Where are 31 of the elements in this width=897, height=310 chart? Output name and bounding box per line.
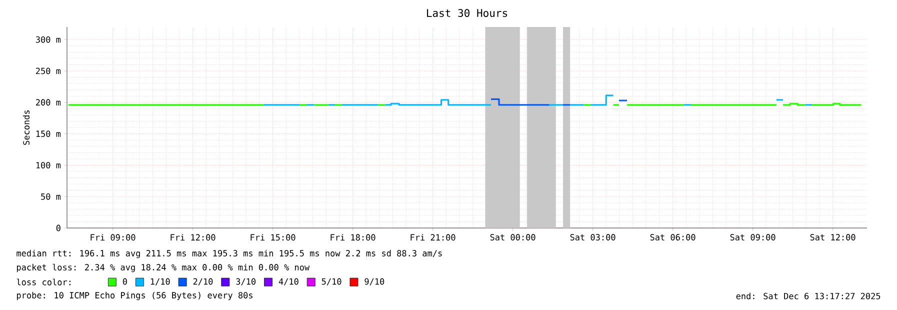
x-tick-label: Fri 12:00 <box>170 234 216 241</box>
x-tick-label: Sat 03:00 <box>570 234 616 240</box>
x-tick-label: Sat 06:00 <box>650 234 696 240</box>
legend-label: 3/10 <box>236 278 256 286</box>
legend-title: loss color: <box>16 278 70 286</box>
legend-label: 0 <box>122 278 127 285</box>
x-tick-label: Sat 00:00 <box>490 234 536 240</box>
x-tick-label: Fri 21:00 <box>410 234 456 241</box>
x-tick-label: Fri 18:00 <box>330 234 376 241</box>
y-tick-label: 150 m <box>36 130 61 137</box>
y-tick-label: 300 m <box>36 36 61 43</box>
y-tick-label: 100 m <box>36 162 61 168</box>
text: probe: 10 ICMP Echo Pings (56 Bytes) every 80s <box>16 292 252 300</box>
y-tick-label: 250 m <box>36 68 61 74</box>
y-tick-label: 50 m <box>41 193 61 200</box>
x-tick-label: Fri 15:00 <box>250 234 296 241</box>
text: median rtt: 196.1 ms avg 211.5 ms max 195.3 ms min 195.5 ms now 2.2 ms sd 88.3 am/s <box>16 250 442 258</box>
y-axis-title: Seconds <box>22 110 30 145</box>
legend-label: 5/10 <box>322 278 342 286</box>
legend-label: 9/10 <box>364 278 384 286</box>
y-tick-label: 200 m <box>36 99 61 106</box>
x-tick-label: Fri 09:00 <box>90 234 136 241</box>
x-tick-label: Sat 12:00 <box>810 234 856 240</box>
y-tick-label: 0 <box>56 224 60 232</box>
chart-title: Last 30 Hours <box>427 9 508 17</box>
legend-label: 4/10 <box>278 278 298 286</box>
text: end: Sat Dec 6 13:17:27 2025 <box>736 292 880 300</box>
legend-label: 1/10 <box>150 278 170 286</box>
x-tick-label: Sat 09:00 <box>730 234 776 240</box>
text: packet loss: 2.34 % avg 18.24 % max 0.00 % min 0.00 % now <box>16 264 310 272</box>
legend-label: 2/10 <box>193 278 213 286</box>
